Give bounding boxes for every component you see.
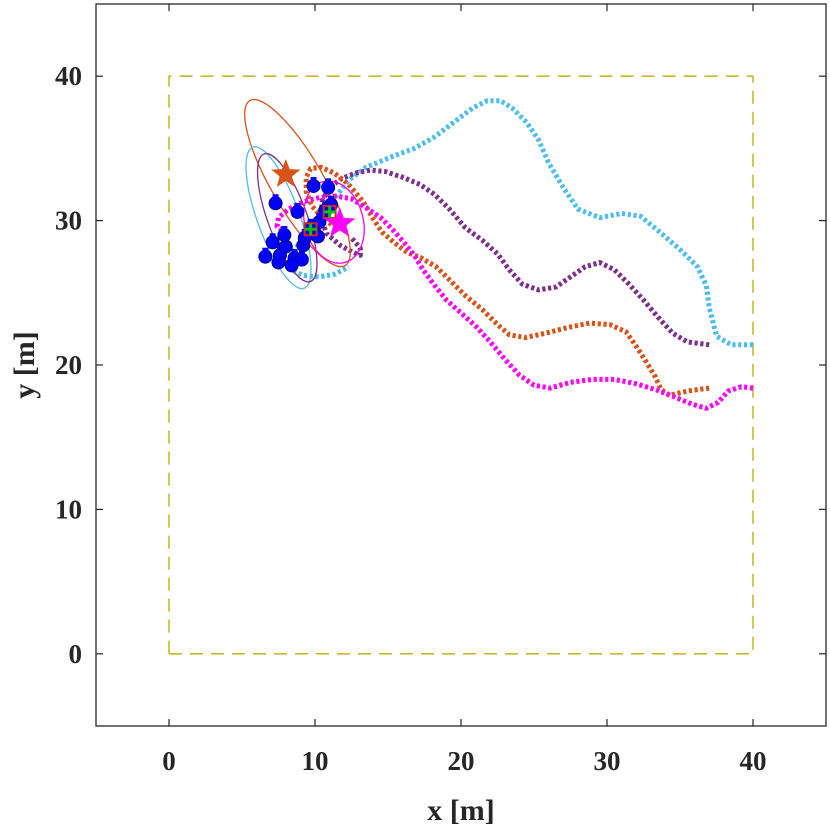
agent-marker-cross-1 [304,223,317,236]
y-tick-label-30: 30 [55,206,82,236]
y-tick-label-10: 10 [55,494,82,524]
trajectory-magenta [274,193,754,411]
ellipse-purple [256,152,318,283]
axis-ticks [96,4,826,726]
agent-1-sensor [269,233,276,239]
agent-20-sensor [281,226,288,232]
y-tick-label-0: 0 [69,639,83,669]
y-tick-label-20: 20 [55,350,82,380]
x-tick-label-30: 30 [594,746,621,776]
x-tick-label-40: 40 [740,746,767,776]
workspace-boundary [168,75,754,655]
x-axis-label: x [m] [427,794,494,827]
agent-13-sensor [275,253,282,259]
agent-10-sensor [328,195,335,201]
agent-7-sensor [314,227,321,233]
axis-tick-labels: 0 10 20 30 40 0 10 20 30 40 [55,61,767,776]
agent-8-sensor [307,218,314,224]
agent-18-sensor [316,213,323,219]
agent-16-sensor [262,247,269,253]
agent-marker-cross-2 [323,205,336,218]
agent-11-sensor [310,176,317,182]
trajectory-purple [318,167,710,348]
agent-5-sensor [298,250,305,256]
agent-14-sensor [288,256,295,262]
target-star-orange [271,158,301,187]
plot-content [168,75,754,655]
plot-background [96,4,826,726]
agent-17-sensor [294,202,301,208]
target-star-magenta [324,207,356,237]
agent-12-sensor [325,178,332,184]
y-axis-label: y [m] [8,331,41,398]
agent-4-sensor [291,249,298,255]
x-tick-label-10: 10 [302,746,329,776]
x-tick-label-0: 0 [162,746,176,776]
agent-15-sensor [272,194,279,200]
x-tick-label-20: 20 [448,746,475,776]
trajectory-orange [303,164,710,398]
y-tick-label-40: 40 [55,61,82,91]
